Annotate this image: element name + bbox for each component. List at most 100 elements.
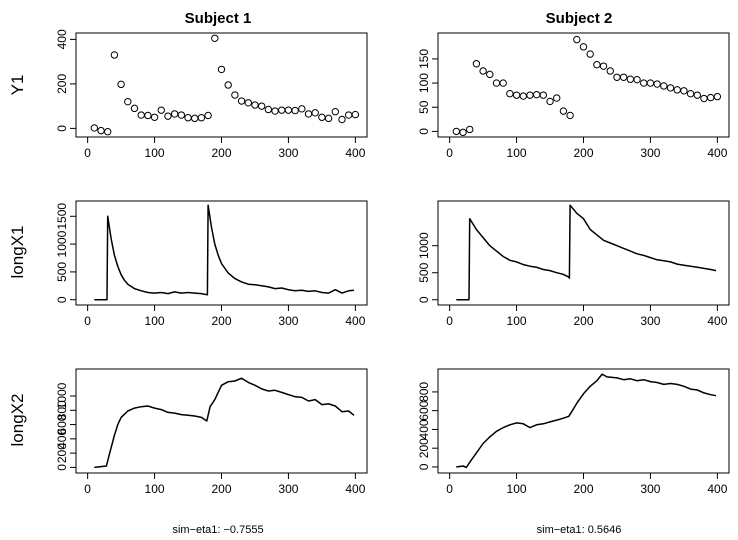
y-tick-label: 1500	[55, 203, 69, 230]
y-tick-label: 0	[55, 296, 69, 303]
y-tick-label: 200	[55, 443, 69, 463]
data-point	[237, 97, 246, 105]
x-tick-label: 300	[640, 482, 660, 496]
column-title-subject-1: Subject 1	[185, 10, 252, 27]
data-point	[526, 91, 534, 99]
data-point	[626, 75, 635, 83]
data-point	[512, 91, 521, 99]
x-tick-label: 0	[446, 314, 453, 328]
x-tick-label: 0	[446, 482, 453, 496]
data-point	[331, 108, 339, 116]
data-point	[104, 128, 112, 136]
data-point	[90, 124, 99, 132]
data-point	[452, 127, 461, 136]
plot-frame	[437, 200, 730, 306]
x-tick-label: 200	[573, 482, 593, 496]
data-point	[553, 94, 561, 102]
data-point	[191, 114, 199, 123]
x-tick-label: 100	[507, 482, 527, 496]
data-point	[298, 105, 306, 113]
data-point	[117, 80, 125, 89]
panel-1: 0 100 200 300 400 0 200 400	[55, 29, 368, 160]
x-tick-label: 0	[84, 314, 91, 328]
x-tick-label: 200	[211, 482, 231, 496]
x-tick-label: 200	[211, 146, 231, 160]
x-tick-label: 0	[446, 146, 453, 160]
data-point	[599, 62, 608, 70]
x-tick-label: 400	[707, 314, 727, 328]
data-point	[97, 126, 105, 135]
data-point	[700, 94, 708, 103]
y-tick-label: 0	[417, 296, 431, 303]
data-point	[304, 110, 313, 118]
data-point	[278, 106, 286, 114]
data-point	[486, 70, 494, 79]
plot-frame	[437, 368, 730, 474]
y-tick-label: 200	[417, 438, 431, 458]
column-title-subject-2: Subject 2	[546, 10, 613, 27]
y-tick-label: 50	[417, 100, 431, 114]
data-point	[244, 99, 252, 107]
y-tick-label: 1000	[55, 230, 69, 257]
x-tick-label: 400	[345, 146, 365, 160]
data-point	[606, 67, 614, 75]
data-point	[177, 111, 186, 119]
y-tick-label: 800	[55, 400, 69, 420]
x-tick-label: 300	[278, 482, 298, 496]
series-line	[94, 204, 355, 301]
data-point	[686, 89, 695, 98]
x-tick-label: 100	[145, 314, 165, 328]
x-tick-label: 300	[640, 314, 660, 328]
data-point	[619, 73, 628, 81]
y-tick-label: 600	[417, 400, 431, 420]
data-point	[338, 115, 346, 124]
row-label-longx1: longX1	[8, 226, 27, 279]
row-label-longx2: longX2	[8, 394, 27, 447]
data-point	[324, 114, 333, 123]
data-point	[311, 109, 319, 117]
y-tick-label: 0	[55, 125, 69, 132]
data-point	[157, 106, 165, 114]
data-point	[124, 97, 132, 106]
y-tick-label: 500	[417, 262, 431, 282]
data-point	[499, 79, 507, 87]
data-point	[130, 104, 139, 113]
y-tick-label: 500	[55, 262, 69, 282]
data-point	[184, 114, 192, 122]
y-tick-label: 400	[55, 29, 69, 49]
data-point	[506, 89, 514, 98]
x-tick-label: 400	[707, 482, 727, 496]
x-tick-label: 0	[84, 482, 91, 496]
y-tick-label: 200	[55, 74, 69, 94]
footer-subject-2: sim−eta1: 0.5646	[537, 524, 622, 536]
data-point	[660, 82, 668, 90]
panel-2: 0 100 200 300 400 0 50 100 150	[417, 32, 730, 160]
data-point	[271, 107, 279, 115]
y-tick-label: 100	[417, 73, 431, 93]
data-point	[706, 93, 715, 102]
data-point	[472, 60, 481, 68]
x-tick-label: 100	[145, 482, 165, 496]
data-point	[164, 112, 172, 120]
data-point	[713, 92, 722, 101]
x-tick-label: 400	[345, 482, 365, 496]
data-point	[344, 111, 353, 119]
data-point	[137, 111, 145, 119]
data-point	[680, 87, 688, 95]
x-tick-label: 300	[278, 146, 298, 160]
data-point	[653, 80, 661, 88]
data-point	[284, 106, 293, 114]
y-tick-label: 1000	[55, 382, 69, 409]
data-point	[573, 35, 581, 44]
data-point	[251, 101, 259, 109]
y-tick-label: 0	[417, 463, 431, 470]
data-point	[466, 125, 474, 134]
data-point	[257, 102, 266, 110]
data-point	[211, 34, 219, 42]
data-point	[204, 111, 212, 120]
data-point	[479, 67, 487, 75]
